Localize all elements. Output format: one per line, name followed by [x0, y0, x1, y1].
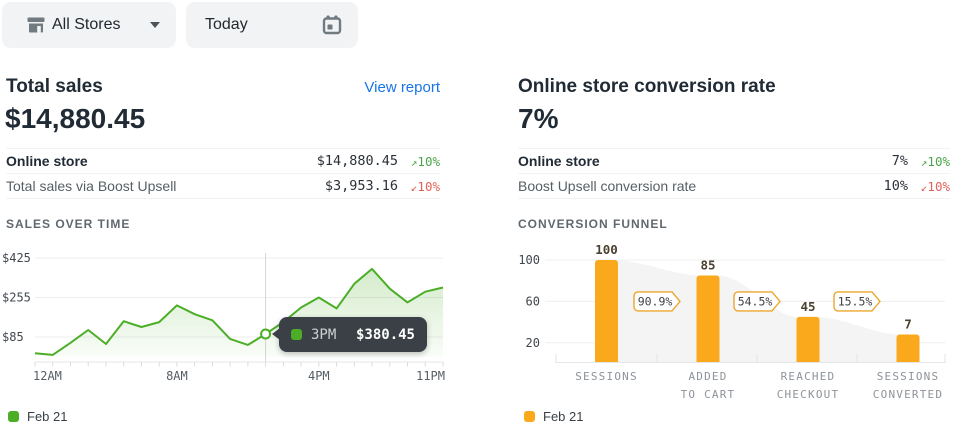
sales-legend: Feb 21 [8, 409, 67, 424]
svg-text:60: 60 [526, 294, 540, 308]
store-filter-label: All Stores [52, 16, 121, 33]
table-row: Online store $14,880.45 ↗10% [6, 148, 440, 173]
chevron-down-icon [150, 22, 160, 28]
date-filter-label: Today [205, 16, 248, 33]
svg-text:54.5%: 54.5% [738, 294, 773, 308]
legend-swatch-green [8, 411, 19, 422]
tooltip-series-swatch [291, 329, 302, 340]
svg-text:100: 100 [518, 253, 540, 267]
table-row: Boost Upsell conversion rate 10% ↙10% [518, 173, 950, 199]
svg-text:$255: $255 [2, 291, 31, 305]
svg-text:CONVERTED: CONVERTED [873, 388, 943, 401]
sales-over-time-title: SALES OVER TIME [6, 217, 131, 231]
svg-text:$85: $85 [2, 330, 24, 344]
svg-text:45: 45 [800, 299, 815, 314]
delta-badge: ↙10% [920, 178, 950, 194]
svg-text:SESSIONS: SESSIONS [575, 370, 638, 383]
conversion-rate-value: 7% [518, 103, 559, 134]
store-filter-button[interactable]: All Stores [2, 2, 176, 48]
svg-text:$425: $425 [2, 251, 31, 265]
table-row: Online store 7% ↗10% [518, 148, 950, 173]
page-title-total-sales: Total sales [6, 76, 103, 97]
svg-text:12AM: 12AM [33, 369, 62, 383]
total-sales-value: $14,880.45 [5, 103, 146, 134]
delta-badge: ↙10% [410, 178, 440, 194]
svg-text:11PM: 11PM [416, 369, 445, 383]
page-title-conversion-rate: Online store conversion rate [518, 76, 776, 97]
conversion-breakdown: Online store 7% ↗10% Boost Upsell conver… [518, 148, 950, 199]
date-filter-button[interactable]: Today [186, 2, 358, 48]
funnel-legend: Feb 21 [524, 409, 583, 424]
view-report-link[interactable]: View report [364, 78, 440, 96]
conversion-funnel-chart: 20 60 100 100 85 45 7 90.9% 54.5% 15.5% SESSIONS AD… [518, 242, 946, 401]
storefront-icon [27, 17, 45, 33]
svg-text:CHECKOUT: CHECKOUT [777, 388, 840, 401]
svg-text:85: 85 [700, 258, 715, 273]
tooltip-time: 3PM [311, 326, 337, 343]
svg-text:90.9%: 90.9% [638, 294, 673, 308]
svg-text:REACHED: REACHED [781, 370, 836, 383]
svg-text:7: 7 [904, 317, 912, 332]
tooltip-value: $380.45 [355, 326, 415, 343]
svg-text:ADDED: ADDED [688, 370, 727, 383]
conversion-funnel-title: CONVERSION FUNNEL [518, 217, 668, 231]
conversion-rate-header: Online store conversion rate [518, 76, 950, 98]
total-sales-header: Total sales View report [6, 76, 440, 98]
svg-text:20: 20 [526, 336, 540, 350]
svg-text:SESSIONS: SESSIONS [877, 370, 940, 383]
svg-text:4PM: 4PM [308, 369, 330, 383]
chart-tooltip: 3PM $380.45 [272, 317, 427, 352]
total-sales-breakdown: Online store $14,880.45 ↗10% Total sales… [6, 148, 440, 199]
svg-text:TO CART: TO CART [681, 388, 736, 401]
svg-text:8AM: 8AM [166, 369, 188, 383]
svg-text:100: 100 [595, 242, 618, 257]
calendar-icon [322, 15, 342, 35]
delta-badge: ↗10% [920, 153, 950, 169]
svg-text:15.5%: 15.5% [838, 294, 873, 308]
table-row: Total sales via Boost Upsell $3,953.16 ↙… [6, 173, 440, 199]
delta-badge: ↗10% [410, 153, 440, 169]
legend-swatch-orange [524, 411, 535, 422]
